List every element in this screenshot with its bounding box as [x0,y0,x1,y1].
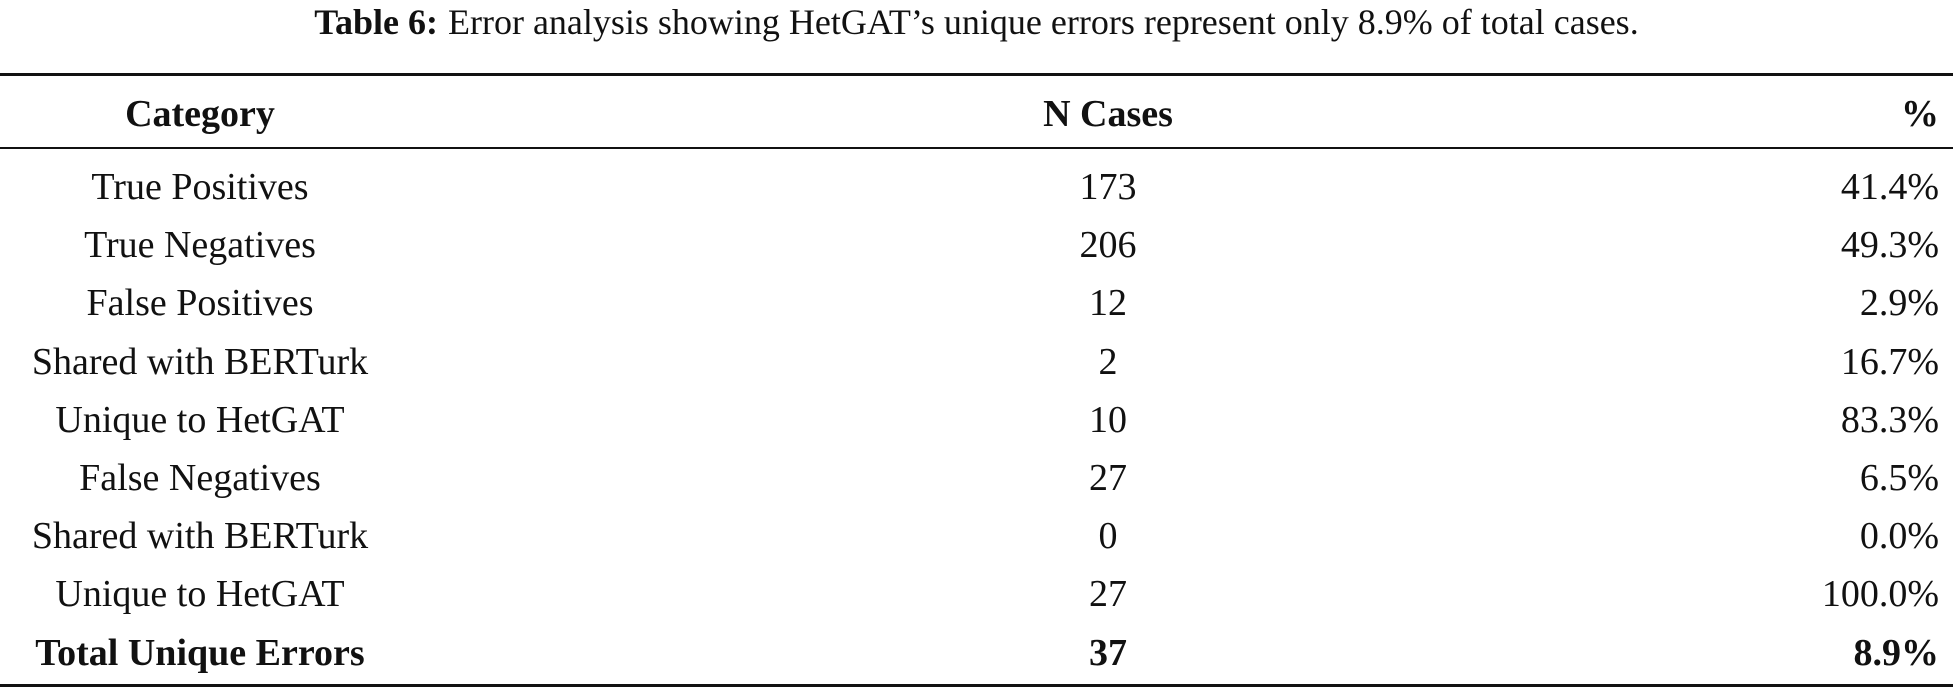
table-cell: Shared with BERTurk [31,340,369,383]
top-rule [0,73,1953,76]
table-cell: 83.3% [1840,398,1939,441]
table-cell: True Positives [91,166,309,208]
table-cell: Unique to HetGAT [55,398,345,441]
table-cell: Total Unique Errors [35,631,365,674]
header-cell: % [1901,93,1939,135]
table-cell: 2 [1098,340,1118,383]
table-cell: Shared with BERTurk [31,515,369,558]
table-cell: False Positives [86,282,314,325]
table-cell: 27 [1089,457,1127,499]
table-cell: 12 [1089,282,1127,325]
caption-text: Error analysis showing HetGAT’s unique e… [447,2,1639,42]
table-cell: 37 [1089,631,1127,674]
table-cell: 16.7% [1840,340,1939,383]
table-cell: 100.0% [1821,573,1939,616]
bottom-rule [0,684,1953,687]
table-cell: 173 [1079,166,1137,208]
table-cell: 27 [1089,573,1127,616]
caption: Table 6: Error analysis showing HetGAT’s … [0,2,1953,42]
table-cell: 6.5% [1859,457,1939,499]
table-cell: 41.4% [1840,166,1939,208]
table-cell: 49.3% [1840,224,1939,267]
table-cell: 8.9% [1853,631,1940,674]
table-cell: 2.9% [1859,282,1939,325]
caption-label: Table 6: [314,2,438,42]
table-cell: False Negatives [79,457,321,499]
table-cell: True Negatives [84,224,316,267]
header-cell: N Cases [1043,93,1173,135]
table-cell: 206 [1079,224,1137,267]
table-cell: 0.0% [1859,515,1939,558]
mid-rule [0,147,1953,149]
table-cell: 10 [1089,398,1127,441]
header-cell: Category [125,93,275,135]
table-cell: Unique to HetGAT [55,573,345,616]
table-cell: 0 [1098,515,1118,558]
